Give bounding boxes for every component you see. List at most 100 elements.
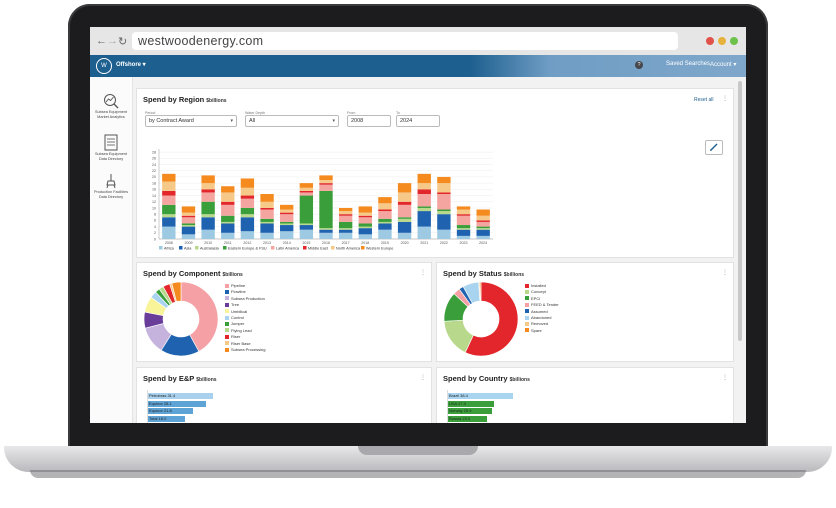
- bar-segment: [162, 214, 176, 218]
- period-select[interactable]: by Contract Award ▾: [145, 115, 237, 127]
- legend-item: Subsea Production: [225, 296, 265, 301]
- bar-segment: [221, 223, 235, 233]
- bar-segment: [162, 226, 176, 239]
- minimize-window-icon[interactable]: [718, 37, 726, 45]
- chevron-down-icon: ▾: [230, 118, 233, 124]
- sidebar-item-market-analytics[interactable]: Subsea Equipment Market Analytics: [90, 93, 132, 120]
- component-title: Spend by Component $billions: [143, 269, 243, 278]
- legend-label: North America: [336, 246, 361, 250]
- region-menu-icon[interactable]: ⋮: [722, 96, 728, 102]
- reset-all-link[interactable]: Reset all: [694, 97, 714, 103]
- bar-segment: [240, 178, 255, 188]
- bar-segment: [358, 234, 372, 239]
- bar-segment: [476, 221, 490, 227]
- bar-segment: [397, 183, 412, 193]
- hbar-label: Total 18.0: [149, 415, 167, 421]
- bar-segment: [299, 190, 314, 193]
- bar-segment: [338, 211, 353, 215]
- forward-icon[interactable]: →: [107, 35, 118, 47]
- legend-label: Subsea Processing: [231, 347, 266, 352]
- legend-swatch: [525, 283, 529, 288]
- legend-label: Eastern Europe & FSU: [228, 246, 267, 250]
- legend-label: Umbilical: [231, 308, 248, 314]
- legend-label: Middle East: [308, 246, 329, 250]
- laptop-base-shadow: [30, 470, 806, 478]
- bar-segment: [280, 231, 294, 239]
- legend-label: Spare: [531, 327, 542, 333]
- maximize-window-icon[interactable]: [730, 37, 738, 45]
- sidebar-item-production-facilities[interactable]: Production Facilities Data Directory: [90, 173, 132, 200]
- region-title: Spend by Region $billions: [143, 95, 227, 104]
- component-menu-icon[interactable]: ⋮: [420, 270, 426, 276]
- sidebar-label-2b: Data Directory: [98, 157, 124, 162]
- country-panel: Spend by Country $billions ⋮ Brazil 38.4 U…: [436, 367, 734, 423]
- sidebar-label-1a: Subsea Equipment: [94, 110, 128, 114]
- saved-searches-link[interactable]: Saved Searches: [666, 61, 711, 67]
- x-tick-label: 2017: [342, 241, 350, 245]
- hbar-label: USA 27.3: [449, 400, 466, 406]
- bar-segment: [181, 215, 196, 218]
- period-filter[interactable]: Period by Contract Award ▾: [145, 111, 237, 127]
- y-tick-label: 26: [152, 157, 156, 161]
- y-tick-label: 4: [154, 225, 156, 229]
- help-icon[interactable]: ?: [635, 61, 643, 69]
- country-menu-icon[interactable]: ⋮: [722, 375, 728, 381]
- bar-segment: [417, 173, 431, 184]
- bar-segment: [221, 204, 235, 216]
- legend-item: Control: [225, 315, 244, 320]
- status-menu-icon[interactable]: ⋮: [722, 270, 728, 276]
- bar-segment: [319, 184, 333, 191]
- back-icon[interactable]: ←: [96, 35, 107, 47]
- bar-segment: [181, 234, 196, 239]
- bar-segment: [162, 190, 176, 196]
- bar-segment: [181, 206, 196, 213]
- y-tick-label: 12: [152, 200, 156, 204]
- legend-item: Flowline: [225, 289, 246, 294]
- x-tick-label: 2008: [165, 241, 173, 245]
- legend-item: Spare: [525, 328, 542, 333]
- address-bar[interactable]: westwoodenergy.com: [132, 32, 678, 50]
- account-menu[interactable]: Account ▾: [710, 62, 737, 68]
- y-tick-label: 20: [152, 175, 156, 179]
- page-scrollbar[interactable]: [738, 81, 742, 341]
- legend-swatch: [225, 334, 229, 339]
- hbar-axis: [447, 390, 448, 423]
- sidebar-item-equipment-directory[interactable]: Subsea Equipment Data Directory: [90, 134, 132, 162]
- to-input[interactable]: 2024: [396, 115, 440, 127]
- legend-label: Flying Lead: [231, 327, 252, 333]
- bar-segment: [240, 187, 255, 196]
- bar-segment: [338, 232, 353, 239]
- laptop-notch: [358, 446, 478, 455]
- period-label: Period: [145, 111, 156, 115]
- legend-item: Flying Lead: [225, 328, 252, 333]
- hbar: [147, 415, 185, 422]
- hbar: [447, 408, 492, 414]
- edit-chart-button[interactable]: [705, 140, 723, 155]
- bar-segment: [260, 209, 274, 219]
- sidebar-label-1b: Market Analytics: [97, 115, 125, 120]
- bar-segment: [397, 221, 412, 233]
- reload-icon[interactable]: ↻: [118, 36, 128, 48]
- ep-menu-icon[interactable]: ⋮: [420, 375, 426, 381]
- x-tick-label: 2023: [460, 241, 468, 245]
- legend-item: Jumper: [225, 321, 244, 326]
- depth-select[interactable]: All ▾: [245, 115, 339, 127]
- legend-label: Asia: [184, 246, 192, 250]
- bar-segment: [221, 192, 235, 202]
- bar-segment: [338, 214, 353, 216]
- depth-filter[interactable]: Water Depth All ▾: [245, 111, 339, 127]
- close-window-icon[interactable]: [706, 37, 714, 45]
- bar-segment: [397, 232, 412, 239]
- from-input[interactable]: 2008: [347, 115, 391, 127]
- bar-segment: [476, 220, 490, 222]
- module-selector[interactable]: Offshore ▾: [116, 62, 146, 68]
- to-filter[interactable]: To 2024: [396, 111, 440, 127]
- legend-swatch: [331, 246, 335, 250]
- bar-segment: [221, 232, 235, 239]
- from-filter[interactable]: From 2008: [347, 111, 391, 127]
- westwood-logo[interactable]: W: [96, 58, 112, 74]
- legend-label: Australasia: [200, 246, 220, 250]
- x-tick-label: 2009: [184, 241, 192, 245]
- bar-segment: [476, 215, 490, 221]
- legend-swatch: [179, 246, 183, 250]
